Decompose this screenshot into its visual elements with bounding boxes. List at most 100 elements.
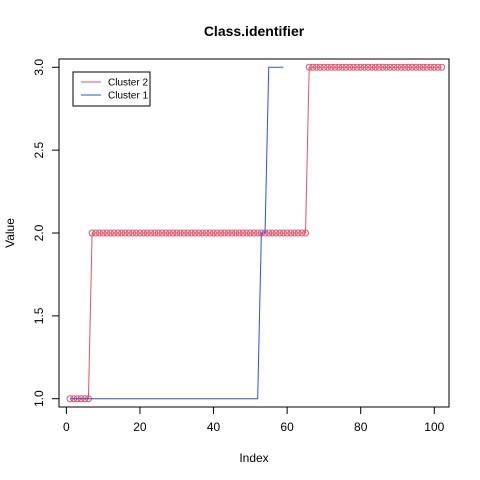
data-point bbox=[92, 229, 100, 237]
data-point bbox=[224, 229, 232, 237]
data-point bbox=[294, 229, 302, 237]
data-point bbox=[151, 229, 159, 237]
data-point bbox=[338, 63, 346, 71]
data-point bbox=[235, 229, 243, 237]
data-point bbox=[390, 63, 398, 71]
x-tick-label: 60 bbox=[280, 420, 294, 434]
data-point bbox=[272, 229, 280, 237]
data-point bbox=[143, 229, 151, 237]
data-point bbox=[121, 229, 129, 237]
data-point bbox=[309, 63, 317, 71]
data-point bbox=[206, 229, 214, 237]
y-axis: 1.0 1.5 2.0 2.5 3.0 bbox=[32, 59, 60, 407]
data-point bbox=[401, 63, 409, 71]
data-point bbox=[276, 229, 284, 237]
data-point bbox=[162, 229, 170, 237]
data-point bbox=[173, 229, 181, 237]
data-point bbox=[176, 229, 184, 237]
data-point bbox=[110, 229, 118, 237]
data-point bbox=[217, 229, 225, 237]
chart-title: Class.identifier bbox=[204, 23, 305, 39]
data-point bbox=[191, 229, 199, 237]
data-point bbox=[158, 229, 166, 237]
data-point bbox=[438, 63, 446, 71]
data-point bbox=[313, 63, 321, 71]
data-point bbox=[132, 229, 140, 237]
x-axis-label: Index bbox=[239, 451, 268, 465]
data-point bbox=[360, 63, 368, 71]
data-point bbox=[283, 229, 291, 237]
data-point bbox=[364, 63, 372, 71]
data-point bbox=[95, 229, 103, 237]
data-point bbox=[327, 63, 335, 71]
data-point bbox=[114, 229, 122, 237]
data-point bbox=[331, 63, 339, 71]
data-point bbox=[99, 229, 107, 237]
data-point bbox=[198, 229, 206, 237]
y-tick-label: 3.0 bbox=[32, 59, 46, 76]
data-point bbox=[129, 229, 137, 237]
data-point bbox=[243, 229, 251, 237]
series-line-cluster-1 bbox=[70, 66, 284, 400]
y-tick-label: 2.5 bbox=[32, 141, 46, 158]
data-point bbox=[416, 63, 424, 71]
data-point bbox=[147, 229, 155, 237]
data-point bbox=[88, 229, 96, 237]
data-point bbox=[210, 229, 218, 237]
data-point bbox=[379, 63, 387, 71]
data-point bbox=[316, 63, 324, 71]
data-point bbox=[154, 229, 162, 237]
data-point bbox=[279, 229, 287, 237]
data-point bbox=[305, 63, 313, 71]
x-axis: 0 20 40 60 80 100 bbox=[63, 406, 445, 434]
series-layer bbox=[66, 63, 446, 403]
data-point bbox=[232, 229, 240, 237]
data-point bbox=[239, 229, 247, 237]
data-point bbox=[393, 63, 401, 71]
data-point bbox=[335, 63, 343, 71]
data-point bbox=[371, 63, 379, 71]
y-tick-label: 1.0 bbox=[32, 390, 46, 407]
data-point bbox=[397, 63, 405, 71]
data-point bbox=[349, 63, 357, 71]
legend-label-cluster-2: Cluster 2 bbox=[108, 78, 148, 89]
data-point bbox=[427, 63, 435, 71]
x-tick-label: 40 bbox=[207, 420, 221, 434]
data-point bbox=[287, 229, 295, 237]
y-tick-label: 1.5 bbox=[32, 307, 46, 324]
x-tick-label: 100 bbox=[424, 420, 444, 434]
data-point bbox=[254, 229, 262, 237]
data-point bbox=[368, 63, 376, 71]
y-axis-label: Value bbox=[3, 218, 17, 248]
data-point bbox=[125, 229, 133, 237]
data-point bbox=[268, 229, 276, 237]
data-point bbox=[434, 63, 442, 71]
data-point bbox=[228, 229, 236, 237]
data-point bbox=[375, 63, 383, 71]
data-point bbox=[405, 63, 413, 71]
x-tick-label: 20 bbox=[133, 420, 147, 434]
data-point bbox=[430, 63, 438, 71]
data-point bbox=[107, 229, 115, 237]
data-point bbox=[118, 229, 126, 237]
data-point bbox=[357, 63, 365, 71]
legend-label-cluster-1: Cluster 1 bbox=[108, 91, 148, 102]
legend-box bbox=[72, 71, 151, 107]
data-point bbox=[195, 229, 203, 237]
data-point bbox=[165, 229, 173, 237]
data-point bbox=[298, 229, 306, 237]
data-point bbox=[180, 229, 188, 237]
data-point bbox=[342, 63, 350, 71]
data-point bbox=[202, 229, 210, 237]
x-tick-label: 0 bbox=[63, 420, 70, 434]
data-point bbox=[187, 229, 195, 237]
data-point bbox=[221, 229, 229, 237]
data-point bbox=[140, 229, 148, 237]
data-point bbox=[408, 63, 416, 71]
data-point bbox=[136, 229, 144, 237]
data-point bbox=[103, 229, 111, 237]
data-point bbox=[423, 63, 431, 71]
data-point bbox=[324, 63, 332, 71]
legend: Cluster 2 Cluster 1 bbox=[72, 71, 151, 107]
